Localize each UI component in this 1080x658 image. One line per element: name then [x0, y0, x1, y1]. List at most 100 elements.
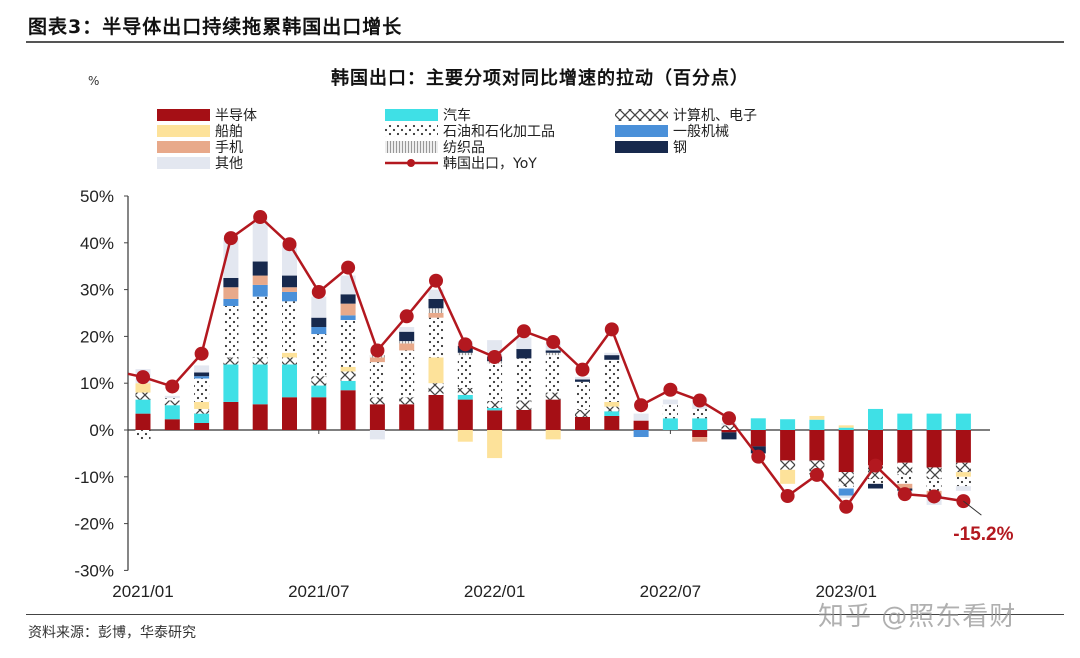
legend-swatch-ships: [157, 125, 210, 137]
bar-petro-2021/11: [428, 317, 444, 358]
legend-label-other: 其他: [215, 156, 243, 172]
bar-petro-2022/03: [545, 355, 561, 393]
x-tick-label: 2023/01: [815, 582, 876, 601]
bar-auto-2023/04: [926, 413, 942, 430]
bar-auto-2022/12: [809, 419, 825, 430]
bar-ships-2022/05: [604, 401, 620, 407]
legend-label-auto: 汽车: [443, 107, 471, 124]
legend-label-semiconductor: 半导体: [215, 108, 257, 124]
bar-semiconductor-2021/03: [194, 422, 210, 430]
bar-other-2021/11: [428, 289, 444, 299]
yoy-point-2022/10: [751, 449, 766, 464]
bar-computer-2021/05: [252, 357, 268, 365]
bar-petro-2021/06: [282, 301, 297, 353]
yoy-point-2022/03: [546, 335, 561, 350]
watermark: 知乎 @照东看财: [818, 602, 1017, 632]
bars: [135, 219, 971, 505]
bar-computer-2021/04: [223, 357, 239, 365]
bar-phones-2023/03: [897, 483, 913, 489]
bar-auto-2022/10: [750, 418, 766, 430]
annotation-last-value: -15.2%: [953, 524, 1013, 545]
yoy-point-2023/04: [927, 489, 942, 504]
yoy-point-2021/10: [399, 309, 414, 324]
yoy-point-2022/02: [516, 324, 531, 339]
y-tick-label: 40%: [80, 234, 114, 253]
y-tick-label: 30%: [80, 281, 114, 300]
bar-steel-2021/10: [399, 331, 415, 342]
legend-swatch-semiconductor: [157, 109, 210, 121]
annotation-leader: [963, 500, 982, 516]
yoy-point-2023/03: [897, 487, 912, 502]
bar-other-2021/06: [282, 245, 297, 276]
bar-computer-2022/09: [721, 425, 737, 430]
bar-steel-2021/06: [282, 275, 297, 288]
bar-computer-2021/10: [399, 397, 415, 405]
legend-label-machinery: 一般机械: [673, 124, 729, 140]
bar-auto-2021/04: [223, 364, 239, 402]
legend-marker-yoy: [407, 159, 415, 167]
bar-semiconductor-2022/03: [545, 399, 561, 430]
bar-steel-2022/04: [575, 379, 590, 382]
bar-semiconductor-2021/11: [428, 394, 444, 430]
bar-petro-2023/03: [897, 474, 913, 484]
bar-computer-2023/04: [926, 467, 942, 480]
bar-auto-2022/11: [780, 419, 796, 430]
bar-machinery-2023/01: [838, 488, 854, 496]
legend-label-petro: 石油和石化加工品: [443, 124, 555, 140]
bar-semiconductor-2022/08: [692, 430, 708, 438]
legend-label-phones: 手机: [215, 140, 243, 156]
bar-computer-2021/11: [428, 383, 444, 395]
bar-steel-2021/11: [428, 298, 444, 309]
bar-computer-2021/01: [135, 392, 151, 400]
bar-computer-2023/01: [838, 472, 854, 487]
bar-semiconductor-2022/12: [809, 430, 825, 461]
bar-other-2022/02: [516, 337, 532, 350]
bar-steel-2021/03: [194, 372, 210, 377]
bar-ships-2022/01: [487, 430, 503, 459]
bar-phones-2021/08: [340, 303, 356, 316]
bar-ships-2023/01: [838, 425, 854, 428]
bar-computer-2021/03: [194, 408, 210, 414]
bar-textiles-2022/03: [545, 352, 561, 356]
legend-swatch-textiles: [385, 141, 438, 153]
bar-semiconductor-2021/07: [311, 397, 327, 430]
bar-auto-2021/03: [194, 413, 210, 423]
bar-auto-2021/07: [311, 385, 327, 398]
bar-semiconductor-2022/09: [721, 430, 737, 433]
bar-computer-2022/02: [516, 400, 532, 410]
yoy-point-2021/12: [458, 337, 473, 352]
bar-steel-2022/09: [721, 432, 737, 440]
bar-auto-2021/08: [340, 380, 356, 391]
bar-petro-2023/05: [955, 476, 971, 487]
legend-label-ships: 船舶: [215, 124, 243, 140]
legend-swatch-other: [157, 157, 210, 169]
bar-semiconductor-2022/02: [516, 409, 532, 430]
bar-petro-2021/01: [135, 430, 151, 440]
yoy-point-2021/09: [370, 343, 385, 358]
bar-petro-2023/01: [838, 486, 854, 489]
yoy-point-2022/07: [663, 382, 678, 397]
bar-petro-2022/02: [516, 358, 532, 401]
bar-other-2021/02: [164, 395, 180, 399]
bar-auto-2022/05: [604, 411, 620, 416]
bar-semiconductor-2023/03: [897, 430, 913, 463]
bar-phones-2021/10: [399, 343, 415, 351]
bar-petro-2021/10: [399, 350, 415, 398]
bar-ships-2021/08: [340, 366, 356, 372]
bar-phones-2021/04: [223, 287, 239, 299]
bar-steel-2022/05: [604, 355, 620, 360]
yoy-point-2022/06: [634, 398, 649, 413]
bar-petro-2021/12: [457, 355, 473, 388]
bar-semiconductor-2021/06: [282, 397, 297, 430]
bar-steel-2022/02: [516, 349, 532, 359]
y-tick-label: -10%: [74, 468, 114, 487]
bar-semiconductor-2023/01: [838, 430, 854, 473]
bar-petro-2022/07: [662, 404, 678, 419]
bar-other-2021/09: [369, 430, 385, 440]
bar-computer-2022/01: [487, 400, 503, 409]
bar-auto-2023/03: [897, 413, 913, 430]
bar-semiconductor-2022/01: [487, 410, 503, 430]
bar-petro-2021/02: [164, 398, 180, 401]
bar-other-2021/05: [252, 219, 268, 262]
